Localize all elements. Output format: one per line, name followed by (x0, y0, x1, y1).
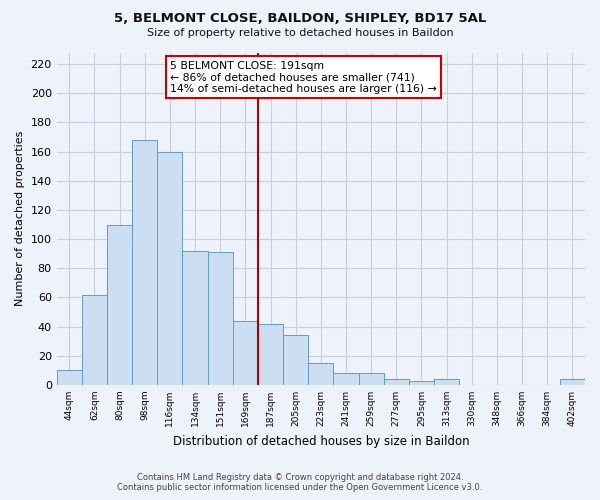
Bar (182, 251, 208, 385)
Bar (560, 379, 585, 385)
Bar (233, 321, 258, 385)
Bar (107, 224, 132, 385)
Bar (132, 140, 157, 385)
Y-axis label: Number of detached properties: Number of detached properties (15, 131, 25, 306)
Bar (56, 370, 82, 385)
Bar (334, 374, 359, 385)
Bar (208, 252, 233, 385)
Bar (283, 336, 308, 385)
Bar (157, 152, 182, 385)
Text: Size of property relative to detached houses in Baildon: Size of property relative to detached ho… (146, 28, 454, 38)
Text: 5 BELMONT CLOSE: 191sqm
← 86% of detached houses are smaller (741)
14% of semi-d: 5 BELMONT CLOSE: 191sqm ← 86% of detache… (170, 61, 437, 94)
Bar (258, 324, 283, 385)
Bar (359, 374, 384, 385)
Bar (308, 363, 334, 385)
Bar (82, 294, 107, 385)
Bar (409, 380, 434, 385)
X-axis label: Distribution of detached houses by size in Baildon: Distribution of detached houses by size … (173, 434, 469, 448)
Bar (434, 379, 459, 385)
Text: 5, BELMONT CLOSE, BAILDON, SHIPLEY, BD17 5AL: 5, BELMONT CLOSE, BAILDON, SHIPLEY, BD17… (114, 12, 486, 26)
Bar (384, 379, 409, 385)
Text: Contains HM Land Registry data © Crown copyright and database right 2024.
Contai: Contains HM Land Registry data © Crown c… (118, 473, 482, 492)
